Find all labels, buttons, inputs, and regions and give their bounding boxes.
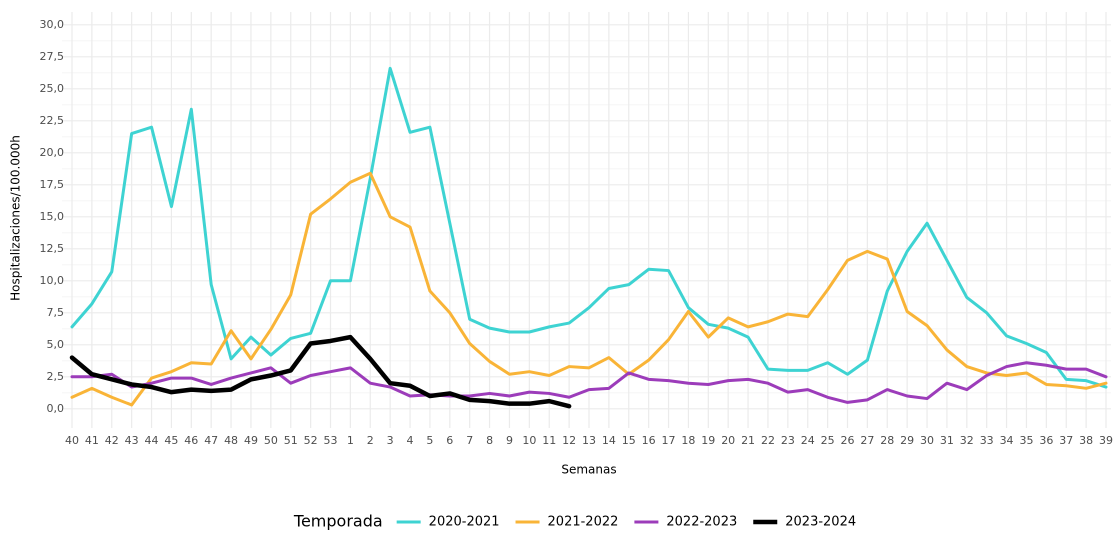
series-line [70,66,1108,389]
x-axis-title: Semanas [561,463,616,477]
x-tick-label: 26 [841,434,855,447]
x-tick-label: 1 [347,434,354,447]
x-tick-label: 3 [387,434,394,447]
x-tick-label: 15 [622,434,636,447]
y-tick-label: 10,0 [40,274,65,287]
x-tick-label: 49 [244,434,258,447]
x-tick-label: 34 [1000,434,1014,447]
series-line [70,171,1108,407]
y-tick-label: 17,5 [40,178,65,191]
x-tick-label: 50 [264,434,278,447]
x-tick-label: 37 [1059,434,1073,447]
x-tick-label: 33 [980,434,994,447]
x-tick-label: 40 [65,434,79,447]
x-tick-label: 7 [466,434,473,447]
x-tick-label: 48 [224,434,238,447]
x-tick-label: 9 [506,434,513,447]
x-tick-label: 4 [407,434,414,447]
x-tick-label: 44 [145,434,159,447]
x-tick-label: 35 [1019,434,1033,447]
x-tick-label: 13 [582,434,596,447]
y-tick-label: 7,5 [47,306,65,319]
x-tick-label: 29 [900,434,914,447]
x-tick-label: 25 [821,434,835,447]
x-tick-label: 36 [1039,434,1053,447]
x-tick-label: 19 [701,434,715,447]
y-tick-label: 25,0 [40,82,65,95]
x-tick-label: 30 [920,434,934,447]
x-tick-label: 24 [801,434,815,447]
x-tick-label: 10 [522,434,536,447]
x-tick-label: 38 [1079,434,1093,447]
y-tick-label: 12,5 [40,242,65,255]
x-tick-label: 43 [125,434,139,447]
x-tick-label: 41 [85,434,99,447]
series-line [69,334,572,409]
legend-title: Temporada [293,512,383,531]
x-tick-label: 53 [324,434,338,447]
x-tick-label: 46 [184,434,198,447]
y-tick-label: 0,0 [47,402,65,415]
x-tick-label: 18 [681,434,695,447]
x-tick-label: 32 [960,434,974,447]
x-tick-label: 17 [662,434,676,447]
legend-label: 2023-2024 [785,515,856,530]
x-tick-label: 47 [204,434,218,447]
x-tick-label: 42 [105,434,119,447]
x-tick-label: 27 [860,434,874,447]
x-tick-label: 11 [542,434,556,447]
x-tick-label: 28 [880,434,894,447]
y-tick-label: 30,0 [40,18,65,31]
x-tick-label: 6 [446,434,453,447]
x-tick-label: 21 [741,434,755,447]
legend-label: 2022-2023 [666,515,737,530]
x-tick-label: 8 [486,434,493,447]
x-tick-label: 51 [284,434,298,447]
x-tick-label: 16 [642,434,656,447]
legend-label: 2021-2022 [548,515,619,530]
x-tick-label: 20 [721,434,735,447]
x-tick-label: 22 [761,434,775,447]
y-tick-label: 15,0 [40,210,65,223]
y-tick-label: 20,0 [40,146,65,159]
y-tick-label: 5,0 [47,338,65,351]
y-axis-title: Hospitalizaciones/100.000h [9,135,23,301]
x-tick-label: 14 [602,434,616,447]
series-line [70,361,1108,404]
x-tick-label: 5 [426,434,433,447]
x-tick-label: 31 [940,434,954,447]
y-tick-label: 2,5 [47,370,65,383]
x-tick-label: 23 [781,434,795,447]
legend-label: 2020-2021 [429,515,500,530]
x-tick-label: 52 [304,434,318,447]
y-tick-label: 22,5 [40,114,65,127]
x-tick-label: 39 [1099,434,1113,447]
x-tick-label: 45 [164,434,178,447]
y-tick-label: 27,5 [40,50,65,63]
x-tick-label: 2 [367,434,374,447]
x-tick-label: 12 [562,434,576,447]
